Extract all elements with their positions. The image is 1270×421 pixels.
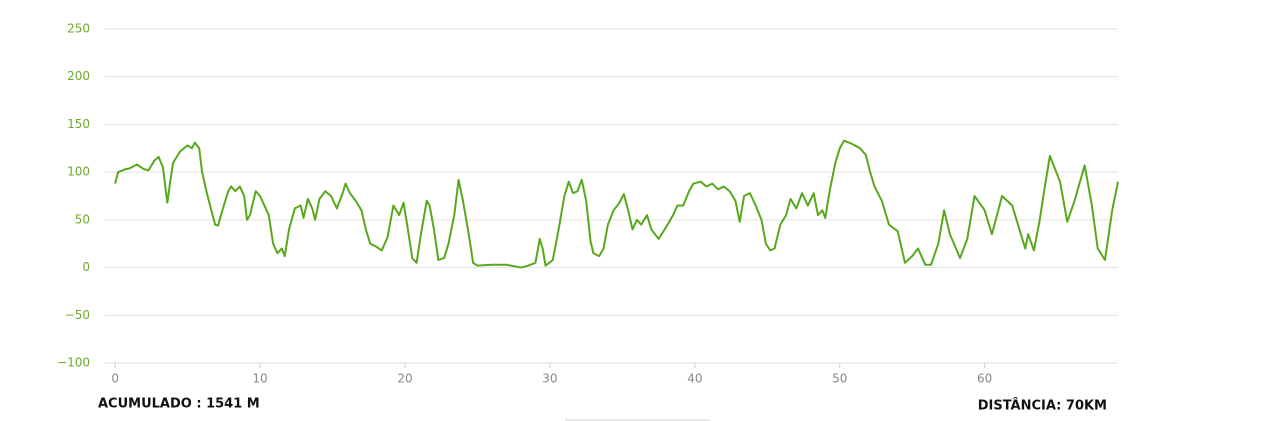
y-tick-label: 100 (67, 165, 90, 179)
y-tick-label: −50 (65, 308, 90, 322)
y-tick-label: 250 (67, 22, 90, 36)
x-tick-label: 0 (111, 372, 119, 386)
x-tick-label: 20 (397, 372, 412, 386)
x-tick-label: 10 (252, 372, 267, 386)
y-tick-label: −100 (57, 356, 90, 370)
elevation-line (114, 139, 1119, 269)
y-tick-label: 50 (75, 212, 90, 226)
y-tick-label: 0 (82, 260, 90, 274)
x-tick-label: 60 (977, 372, 992, 386)
x-tick-label: 30 (542, 372, 557, 386)
y-tick-label: 200 (67, 69, 90, 83)
total-distance: DISTÂNCIA: 70KM (978, 398, 1107, 414)
x-tick-label: 40 (687, 372, 702, 386)
total-ascent: ACUMULADO : 1541 M (98, 397, 260, 412)
y-tick-label: 150 (67, 117, 90, 131)
x-tick-label: 50 (832, 372, 847, 386)
